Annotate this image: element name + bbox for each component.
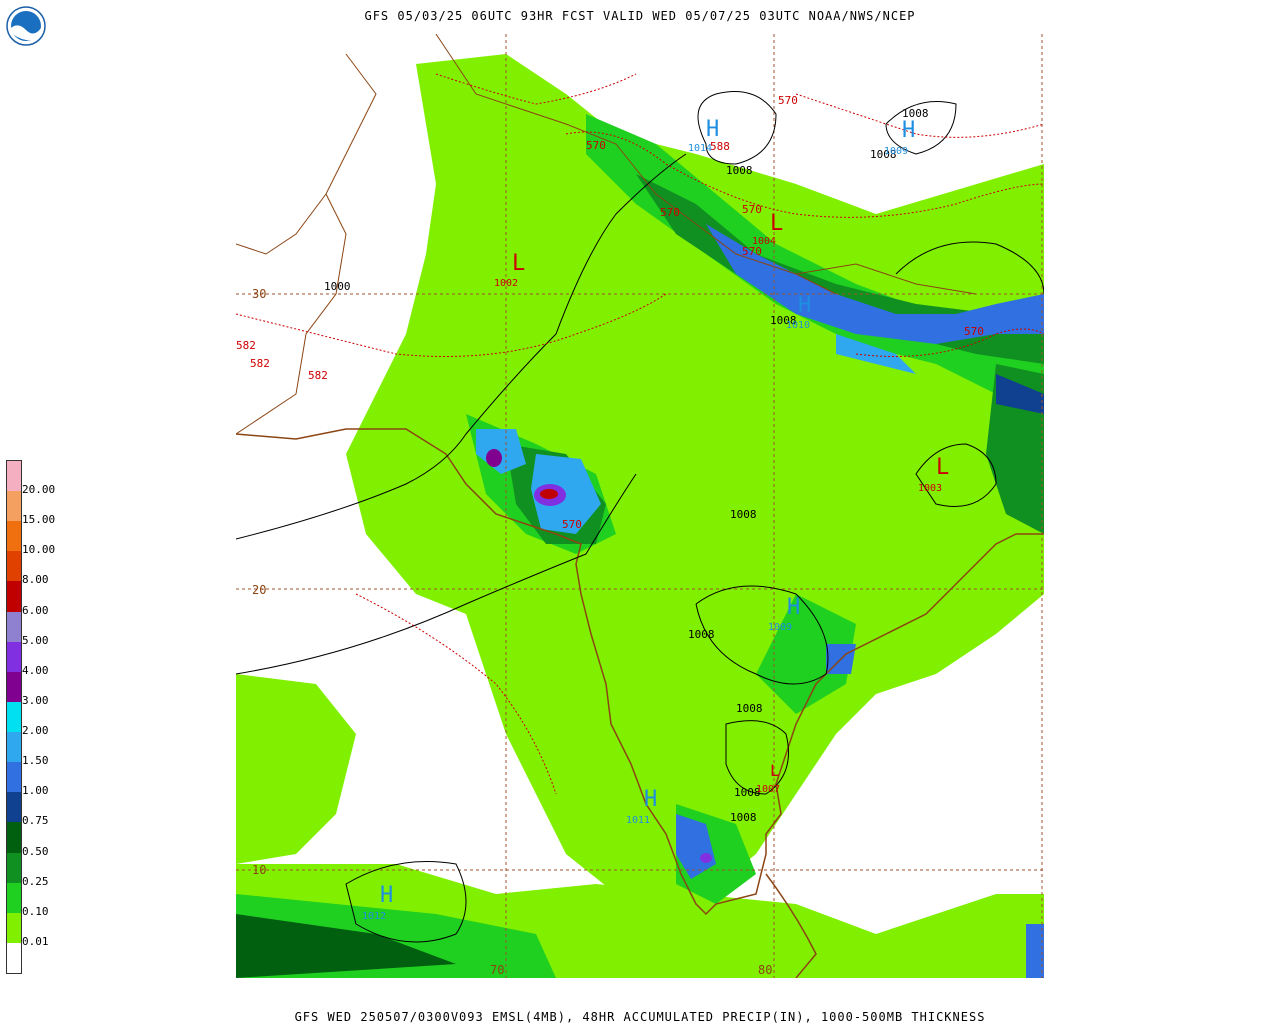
low-symbol: L bbox=[936, 455, 949, 480]
low-value: 1007 bbox=[756, 784, 780, 795]
lat-label: 20 bbox=[252, 583, 266, 597]
legend-label: 5.00 bbox=[22, 633, 49, 647]
legend-label: 8.00 bbox=[22, 573, 49, 587]
high-symbol: H bbox=[902, 118, 915, 143]
high-symbol: H bbox=[798, 293, 811, 318]
low-value: 1004 bbox=[752, 236, 776, 247]
legend-swatch bbox=[7, 732, 21, 763]
high-symbol: H bbox=[787, 595, 800, 620]
thickness-label: 570 bbox=[964, 325, 984, 338]
legend-swatch bbox=[7, 701, 21, 733]
high-value: 1014 bbox=[688, 143, 712, 154]
legend-label: 0.25 bbox=[22, 874, 49, 888]
isobar-label: 1008 bbox=[736, 702, 763, 715]
legend-label: 3.00 bbox=[22, 693, 49, 707]
legend-swatch bbox=[7, 461, 21, 492]
isobar-label: 1008 bbox=[726, 164, 753, 177]
legend-label: 15.00 bbox=[22, 513, 56, 527]
legend-label: 0.10 bbox=[22, 904, 49, 918]
isobar-label: 1008 bbox=[870, 148, 897, 161]
thickness-label: 570 bbox=[778, 94, 798, 107]
legend-label: 0.75 bbox=[22, 814, 49, 828]
legend-swatch bbox=[7, 521, 21, 552]
legend-swatch bbox=[7, 581, 21, 612]
low-symbol: L bbox=[770, 761, 780, 780]
legend-swatch bbox=[7, 762, 21, 793]
lon-label: 70 bbox=[490, 963, 504, 977]
thickness-label: 582 bbox=[236, 339, 256, 352]
high-value: 1009 bbox=[768, 622, 792, 633]
low-symbol: L bbox=[512, 251, 525, 276]
isobar-label: 1000 bbox=[324, 280, 351, 293]
isobar-labels: 1000 1008 1008 1008 1008 1008 1008 1008 … bbox=[324, 107, 929, 824]
noaa-logo-icon bbox=[6, 6, 46, 46]
thickness-label: 570 bbox=[562, 518, 582, 531]
isobar-label: 1008 bbox=[688, 628, 715, 641]
map-title: GFS 05/03/25 06UTC 93HR FCST VALID WED 0… bbox=[364, 9, 916, 23]
legend-label: 1.00 bbox=[22, 784, 49, 798]
high-value: 1012 bbox=[362, 911, 386, 922]
legend-label: 4.00 bbox=[22, 663, 49, 677]
thickness-contours bbox=[236, 73, 1044, 795]
isobar-label: 1008 bbox=[902, 107, 929, 120]
thickness-label: 570 bbox=[660, 206, 680, 219]
legend-label: 6.00 bbox=[22, 603, 49, 617]
high-symbol: H bbox=[644, 787, 657, 812]
lat-label: 10 bbox=[252, 863, 266, 877]
legend-label: 2.00 bbox=[22, 724, 49, 738]
high-value: 1009 bbox=[884, 146, 908, 157]
coastline-borders bbox=[236, 34, 1044, 978]
legend-label: 20.00 bbox=[22, 483, 56, 497]
thickness-label: 582 bbox=[308, 369, 328, 382]
thickness-label: 582 bbox=[250, 357, 270, 370]
legend-label: 1.50 bbox=[22, 754, 49, 768]
grid-labels: 30 20 10 70 80 bbox=[252, 287, 772, 977]
isobar-label: 1008 bbox=[734, 786, 761, 799]
legend-label: 0.01 bbox=[22, 934, 49, 948]
low-value: 1003 bbox=[918, 483, 942, 494]
legend-swatch bbox=[7, 882, 21, 913]
map-footer: GFS WED 250507/0300V093 EMSL(4MB), 48HR … bbox=[294, 1010, 986, 1024]
isobar-label: 1008 bbox=[730, 508, 757, 521]
thickness-label: 570 bbox=[742, 203, 762, 216]
high-symbol: H bbox=[706, 117, 719, 142]
low-centers: L 1002 L 1004 L 1003 L 1007 bbox=[494, 211, 949, 795]
low-value: 1002 bbox=[494, 278, 518, 289]
isobar-label: 1008 bbox=[730, 811, 757, 824]
legend-swatch bbox=[7, 912, 21, 943]
precip-legend bbox=[6, 460, 22, 974]
high-centers: H 1014 H 1009 H 1010 H 1009 H 1011 H 101… bbox=[362, 117, 915, 922]
legend-swatch bbox=[7, 611, 21, 642]
legend-swatch bbox=[7, 822, 21, 853]
thickness-label: 570 bbox=[742, 245, 762, 258]
precip-field bbox=[236, 54, 1044, 978]
lat-lon-grid bbox=[236, 34, 1044, 978]
legend-swatch bbox=[7, 792, 21, 823]
thickness-label: 570 bbox=[586, 139, 606, 152]
legend-swatch bbox=[7, 491, 21, 522]
high-value: 1010 bbox=[786, 320, 810, 331]
lat-label: 30 bbox=[252, 287, 266, 301]
forecast-map: 30 20 10 70 80 1000 1008 1008 1008 1008 … bbox=[236, 34, 1044, 978]
high-value: 1011 bbox=[626, 815, 650, 826]
isobar-label: 1008 bbox=[770, 314, 797, 327]
high-symbol: H bbox=[380, 883, 393, 908]
legend-swatch bbox=[7, 942, 21, 973]
legend-label: 10.00 bbox=[22, 543, 56, 557]
low-symbol: L bbox=[770, 211, 783, 236]
legend-swatch bbox=[7, 551, 21, 582]
lon-label: 80 bbox=[758, 963, 772, 977]
legend-label: 0.50 bbox=[22, 844, 49, 858]
legend-swatch bbox=[7, 671, 21, 702]
isobars bbox=[236, 91, 1044, 943]
legend-swatch bbox=[7, 641, 21, 672]
thickness-label: 588 bbox=[710, 140, 730, 153]
thickness-labels: 570 570 570 570 570 570 570 582 582 582 … bbox=[236, 94, 984, 531]
legend-swatch bbox=[7, 852, 21, 883]
